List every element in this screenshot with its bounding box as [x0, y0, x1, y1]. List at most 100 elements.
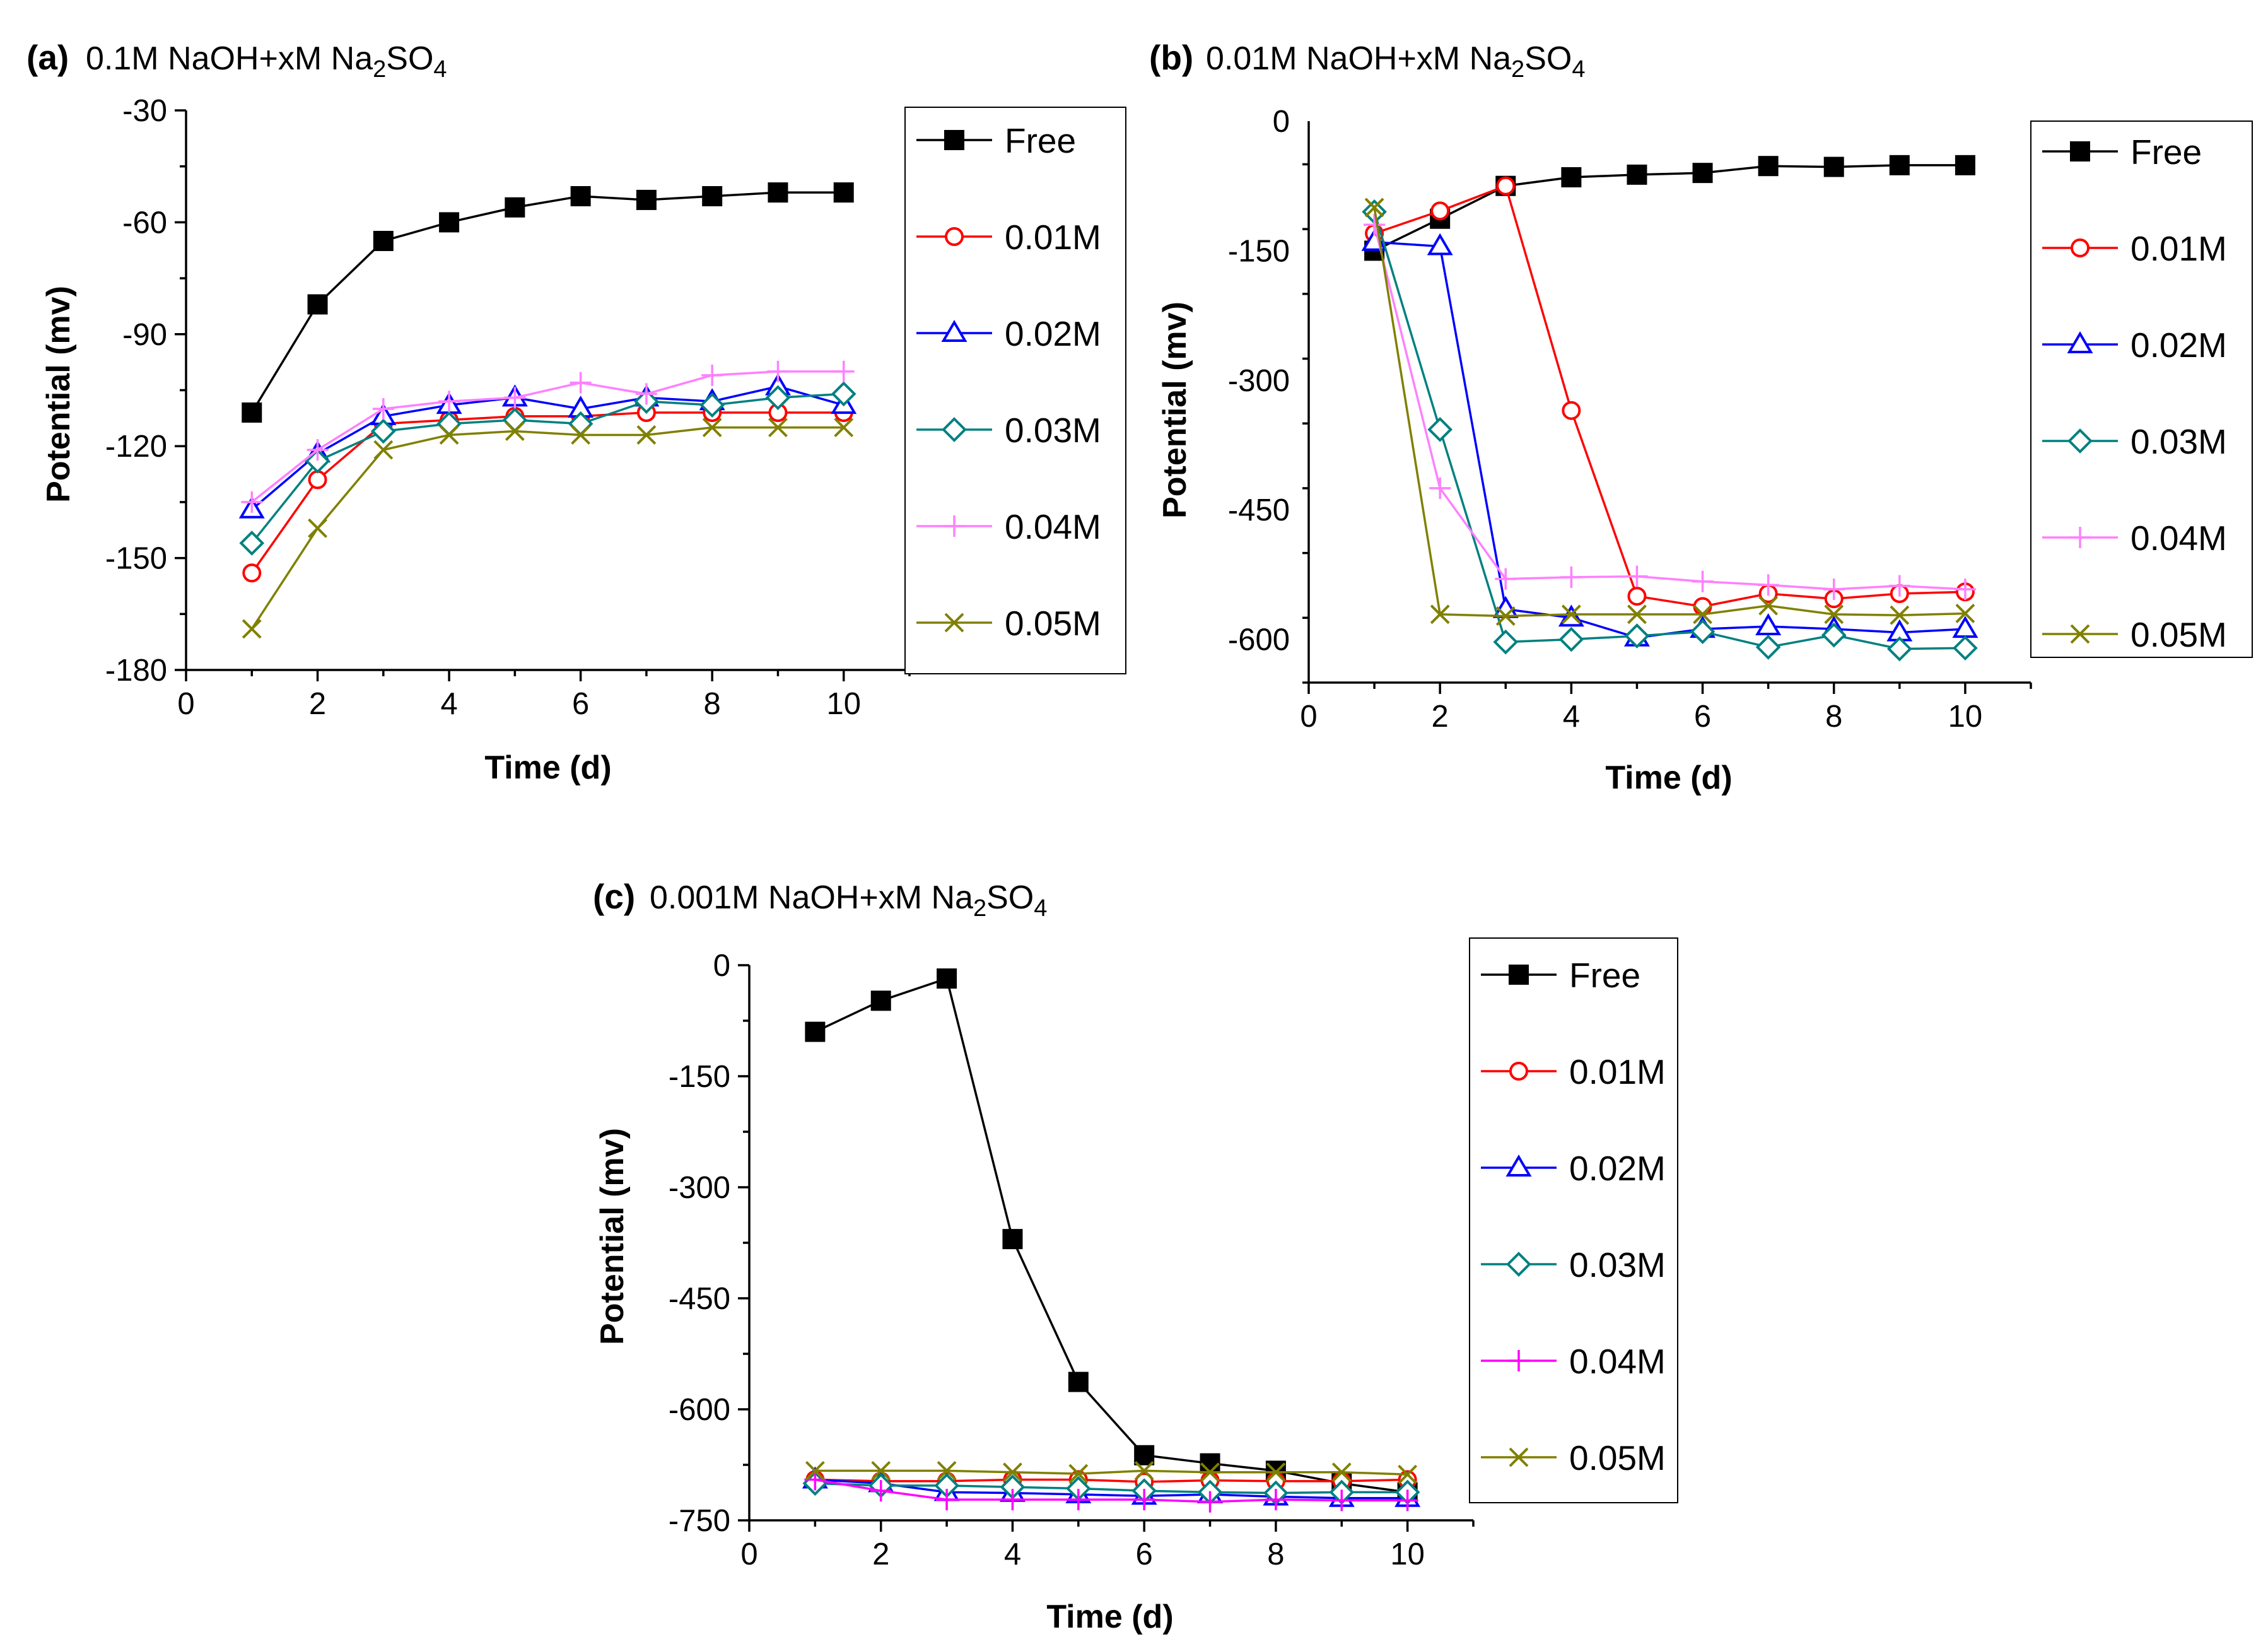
panel-a-point-0.04M [570, 372, 592, 394]
panel-a-ytick-label: -30 [122, 94, 167, 128]
panel-c-point-0.04M [1331, 1489, 1353, 1512]
panel-b-point-0.02M [1755, 613, 1782, 635]
panel-c-series-0.01M [805, 1470, 1417, 1491]
panel-c-legend: Free 0.01M 0.02M 0.03M 0.04M 0.05M [1469, 937, 1678, 1503]
panel-a-point-0.05M [571, 425, 591, 445]
panel-c-legend-item: Free [1481, 956, 1640, 995]
panel-b-point-0.05M [1561, 604, 1581, 625]
panel-c-legend-label: Free [1569, 956, 1640, 995]
panel-c-ytick-label: -750 [669, 1504, 730, 1538]
panel-a-series-0.04M [241, 360, 855, 513]
panel-b-point-0.05M [1890, 605, 1910, 625]
panel-a-point-0.05M [242, 619, 262, 639]
panel-b-legend-label: 0.01M [2131, 229, 2227, 268]
panel-a-point-Free [307, 294, 328, 315]
panel-a-point-0.03M [765, 385, 791, 411]
panel-b-legend-item: Free [2042, 132, 2202, 172]
panel-a-line-0.04M [251, 370, 844, 503]
panel-b-point-0.04M [1757, 574, 1779, 596]
panel-b-legend-box [2030, 120, 2253, 658]
panel-a-xtick-label: 2 [309, 687, 326, 721]
panel-c-point-0.05M [1266, 1462, 1286, 1483]
panel-b-legend-label: Free [2131, 132, 2202, 172]
panel-b-legend-marker [2067, 428, 2093, 454]
panel-c-point-0.04M [1067, 1489, 1089, 1511]
panel-a-point-0.05M [636, 425, 657, 445]
panel-a-xtick-label: 10 [826, 687, 861, 721]
panel-a-point-Free [702, 186, 723, 207]
panel-b-point-Free [1561, 167, 1582, 187]
panel-a-xtick-label: 4 [440, 687, 457, 721]
panel-a-point-Free [636, 189, 657, 210]
panel-a-legend-item: 0.01M [916, 218, 1101, 257]
panel-c-point-0.05M [871, 1460, 891, 1481]
panel-a-ytick-label: -60 [122, 206, 167, 240]
panel-c-line-0.01M [815, 1478, 1408, 1483]
panel-c-xtick-label: 10 [1390, 1537, 1425, 1571]
panel-a-line-0.02M [251, 385, 845, 511]
panel-b-series-Free [1364, 155, 1975, 261]
panel-b-point-Free [1955, 155, 1975, 175]
panel-c-point-Free [937, 968, 957, 989]
panel-a-point-Free [439, 212, 460, 233]
panel-b-point-0.03M [1953, 635, 1978, 661]
panel-c-point-0.04M [1265, 1489, 1287, 1511]
panel-c-legend-marker [1505, 1154, 1532, 1177]
panel-a-line-0.05M [250, 426, 844, 630]
panel-c-point-Free [805, 1021, 826, 1042]
panel-b-legend: Free 0.01M 0.02M 0.03M 0.04M 0.05M [2030, 120, 2253, 658]
panel-a-point-0.04M [241, 491, 263, 513]
panel-b-line-Free [1374, 164, 1965, 252]
panel-a-point-0.04M [833, 360, 855, 382]
panel-c-ylabel: Potential (mv) [594, 1128, 631, 1345]
panel-b-legend-label: 0.03M [2131, 422, 2227, 461]
panel-b-ytick-label: -300 [1228, 364, 1290, 398]
panel-c-point-0.04M [1002, 1489, 1024, 1511]
panel-a-point-0.03M [305, 449, 330, 474]
panel-b-point-0.03M [1755, 635, 1781, 660]
panel-c-legend-marker [1509, 1447, 1529, 1467]
panel-b-xtick-label: 2 [1432, 700, 1449, 734]
panel-a-point-0.04M [767, 360, 789, 382]
panel-c-tag: (c) [593, 877, 635, 916]
panel-b-point-Free [1823, 156, 1844, 177]
panel-a: (a) 0.1M NaOH+xM Na2SO4 Time (d) Potenti… [26, 38, 612, 786]
panel-c-xtick-label: 8 [1267, 1537, 1284, 1571]
panel-b-tag: (b) [1149, 38, 1193, 77]
panel-b-legend-marker [2071, 238, 2090, 257]
panel-a-ytick-label: -150 [105, 542, 167, 576]
panel-b-title: 0.01M NaOH+xM Na2SO4 [1206, 40, 1585, 83]
panel-c-point-0.05M [1200, 1462, 1220, 1483]
panel-c-legend-item: 0.01M [1481, 1052, 1666, 1091]
panel-a-ytick-label: -120 [105, 430, 167, 464]
panel-c-point-0.05M [1331, 1462, 1352, 1483]
panel-a-point-0.03M [239, 531, 265, 556]
panel-a-point-0.04M [438, 390, 460, 413]
panel-b-line-0.04M [1373, 224, 1966, 590]
panel-b-line-0.03M [1373, 211, 1965, 650]
panel-b-point-0.03M [1690, 619, 1716, 645]
panel-b-point-0.02M [1427, 233, 1453, 255]
panel-b-point-0.03M [1624, 623, 1650, 649]
panel-b-point-0.03M [1427, 416, 1453, 442]
panel-b-point-0.04M [1560, 566, 1582, 588]
panel-a-point-0.04M [307, 439, 329, 461]
panel-c-xtick-label: 6 [1136, 1537, 1153, 1571]
panel-a-legend-label: 0.04M [1005, 507, 1101, 546]
panel-a-legend-item: 0.05M [916, 604, 1101, 643]
panel-b-point-0.04M [1495, 568, 1517, 590]
panel-a-legend-marker [941, 320, 967, 342]
panel-a-point-0.01M [242, 563, 262, 583]
panel-a-point-0.04M [701, 364, 723, 386]
panel-b-legend-marker [2069, 527, 2091, 548]
panel-b-point-Free [1692, 163, 1713, 184]
panel-c-line-0.03M [815, 1482, 1408, 1494]
panel-c-point-0.05M [1398, 1464, 1418, 1484]
panel-c-legend-label: 0.03M [1569, 1245, 1666, 1284]
panel-c-point-0.05M [1003, 1462, 1022, 1483]
panel-c-legend-item: 0.05M [1481, 1438, 1666, 1477]
panel-a-xtick-label: 6 [572, 687, 589, 721]
panel-b-point-0.05M [1495, 606, 1516, 626]
panel-a-point-0.05M [834, 418, 854, 438]
panel-b-point-0.05M [1364, 197, 1384, 218]
